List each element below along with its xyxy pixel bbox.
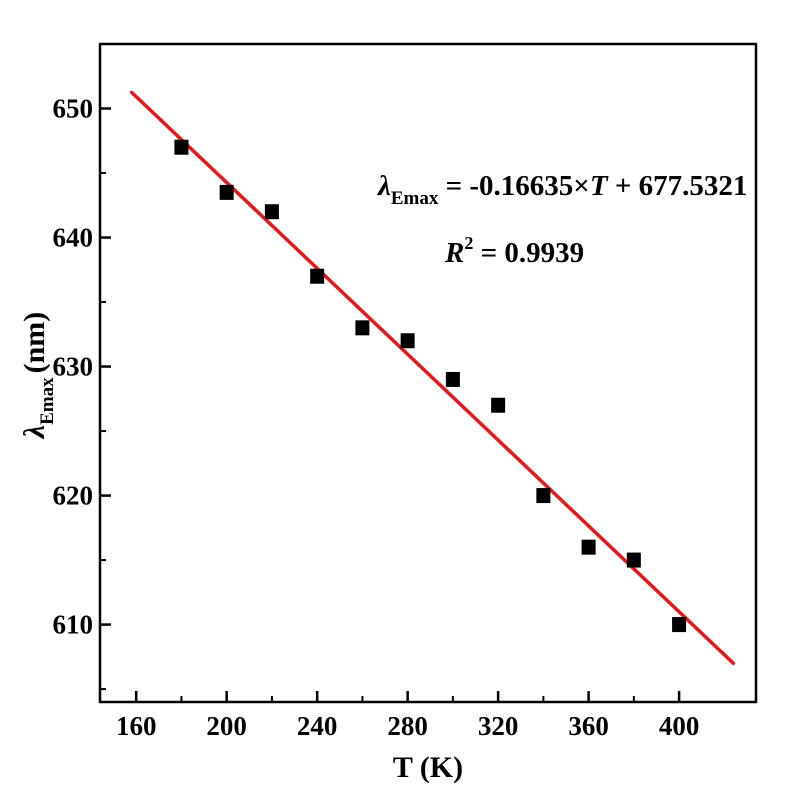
equation-symbol: λ xyxy=(377,170,391,202)
y-tick-label: 630 xyxy=(53,352,94,382)
equation-subscript: Emax xyxy=(391,188,439,209)
plot-area xyxy=(98,42,758,704)
y-tick-label: 650 xyxy=(53,94,94,124)
data-point xyxy=(672,617,687,633)
y-axis-ticks: 610 620 630 640 650 xyxy=(53,43,111,691)
y-tick-label: 610 xyxy=(53,610,94,640)
y-tick-label: 640 xyxy=(53,223,94,253)
x-tick-label: 400 xyxy=(659,711,700,741)
x-axis-ticks: 160 200 240 280 320 360 400 xyxy=(116,691,699,741)
data-point xyxy=(264,204,279,220)
x-tick-label: 200 xyxy=(206,711,247,741)
equation-rhs-part1: = -0.16635× xyxy=(438,170,589,202)
y-axis-title: λEmax (nm) xyxy=(18,312,58,440)
x-tick-label: 240 xyxy=(297,711,338,741)
data-point xyxy=(400,333,415,349)
data-point xyxy=(626,552,641,568)
data-point xyxy=(581,539,596,555)
data-point xyxy=(219,184,234,200)
r-squared-annotation: R2 = 0.9939 xyxy=(444,233,584,269)
y-axis-subscript: Emax xyxy=(37,377,58,425)
data-point xyxy=(536,488,551,504)
data-point xyxy=(174,139,189,155)
r2-symbol: R xyxy=(444,237,464,269)
x-tick-label: 160 xyxy=(116,711,157,741)
equation-variable: T xyxy=(590,170,609,202)
x-tick-label: 320 xyxy=(478,711,519,741)
data-point xyxy=(445,371,460,387)
x-axis-title: T (K) xyxy=(393,751,463,784)
equation-rhs-part2: + 677.5321 xyxy=(608,170,748,202)
r2-superscript: 2 xyxy=(464,233,473,253)
y-tick-label: 620 xyxy=(53,481,94,511)
data-points xyxy=(174,139,687,633)
data-point xyxy=(310,268,325,284)
y-axis-symbol: λ xyxy=(18,425,51,440)
x-tick-label: 360 xyxy=(568,711,609,741)
data-point xyxy=(491,397,506,413)
equation-annotation: λEmax = -0.16635×T + 677.5321 xyxy=(377,170,747,209)
x-tick-label: 280 xyxy=(387,711,428,741)
r2-value: = 0.9939 xyxy=(473,237,584,269)
data-point xyxy=(355,320,370,336)
y-axis-unit: (nm) xyxy=(18,312,51,374)
